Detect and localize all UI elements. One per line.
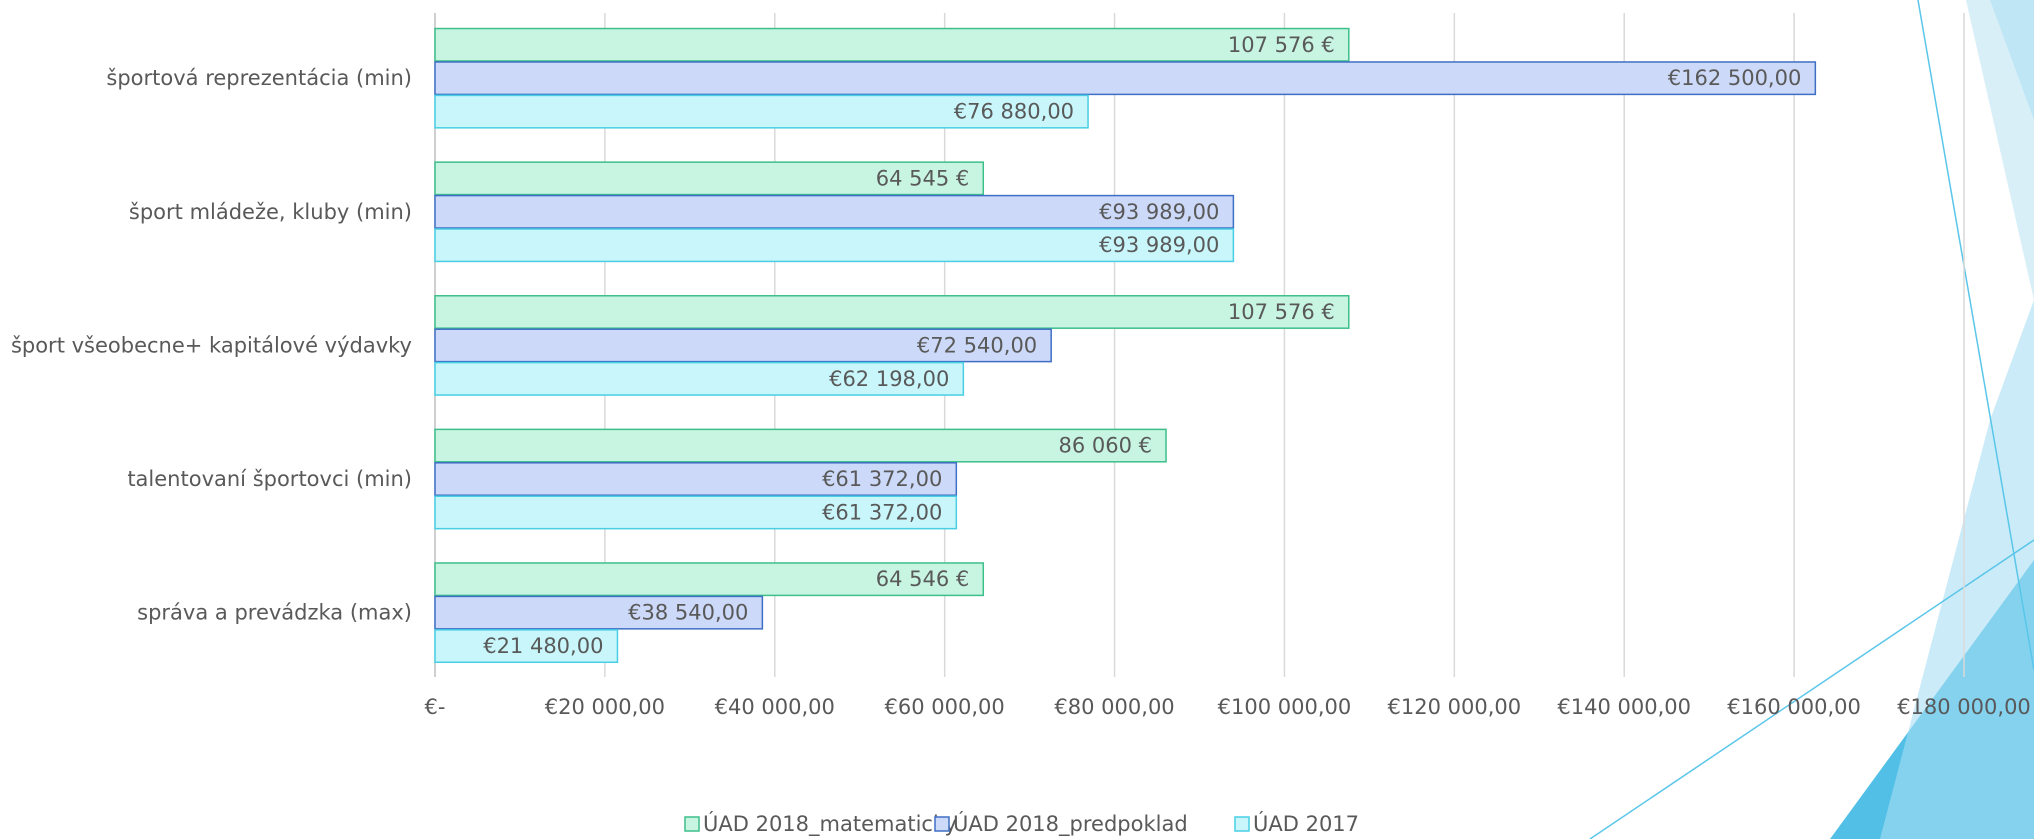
data-label: 64 546 € <box>876 567 970 591</box>
data-label: €61 372,00 <box>822 500 942 524</box>
y-tick-label: šport všeobecne+ kapitálové výdavky <box>11 333 412 357</box>
data-label: €62 198,00 <box>829 367 949 391</box>
data-label: €21 480,00 <box>483 634 603 658</box>
data-label: 64 545 € <box>876 166 970 190</box>
data-label: €72 540,00 <box>917 333 1037 357</box>
data-label: €93 989,00 <box>1099 200 1219 224</box>
y-tick-label: športová reprezentácia (min) <box>106 66 412 90</box>
x-tick-label: €40 000,00 <box>715 695 835 719</box>
x-tick-label: €- <box>425 695 446 719</box>
bar <box>435 29 1349 61</box>
bar <box>435 429 1166 461</box>
data-label: €76 880,00 <box>954 100 1074 124</box>
data-label: €93 989,00 <box>1099 233 1219 257</box>
chart: €- €20 000,00 €40 000,00 €60 000,00 €80 000,… <box>0 0 2034 839</box>
y-tick-label: správa a prevádzka (max) <box>137 601 412 625</box>
legend-label: ÚAD 2017 <box>1253 811 1359 836</box>
x-tick-label: €80 000,00 <box>1054 695 1174 719</box>
legend-label: ÚAD 2018_predpoklad <box>953 811 1188 837</box>
bar <box>435 296 1349 328</box>
legend-swatch <box>685 817 699 831</box>
y-tick-label: talentovaní športovci (min) <box>127 467 412 491</box>
x-tick-label: €120 000,00 <box>1388 695 1522 719</box>
data-label: 86 060 € <box>1059 434 1153 458</box>
data-label: €61 372,00 <box>822 467 942 491</box>
data-label: 107 576 € <box>1228 300 1335 324</box>
y-tick-label: šport mládeže, kluby (min) <box>129 200 412 224</box>
x-tick-label: €20 000,00 <box>545 695 665 719</box>
bar <box>435 62 1815 94</box>
legend-label: ÚAD 2018_matematicky <box>703 811 957 837</box>
data-label: €38 540,00 <box>628 601 748 625</box>
x-tick-label: €160 000,00 <box>1727 695 1861 719</box>
x-tick-label: €180 000,00 <box>1897 695 2031 719</box>
legend-swatch <box>1235 817 1249 831</box>
data-label: 107 576 € <box>1228 33 1335 57</box>
legend-swatch <box>935 817 949 831</box>
x-tick-label: €140 000,00 <box>1557 695 1691 719</box>
x-tick-label: €60 000,00 <box>885 695 1005 719</box>
data-label: €162 500,00 <box>1668 66 1802 90</box>
x-tick-label: €100 000,00 <box>1218 695 1352 719</box>
